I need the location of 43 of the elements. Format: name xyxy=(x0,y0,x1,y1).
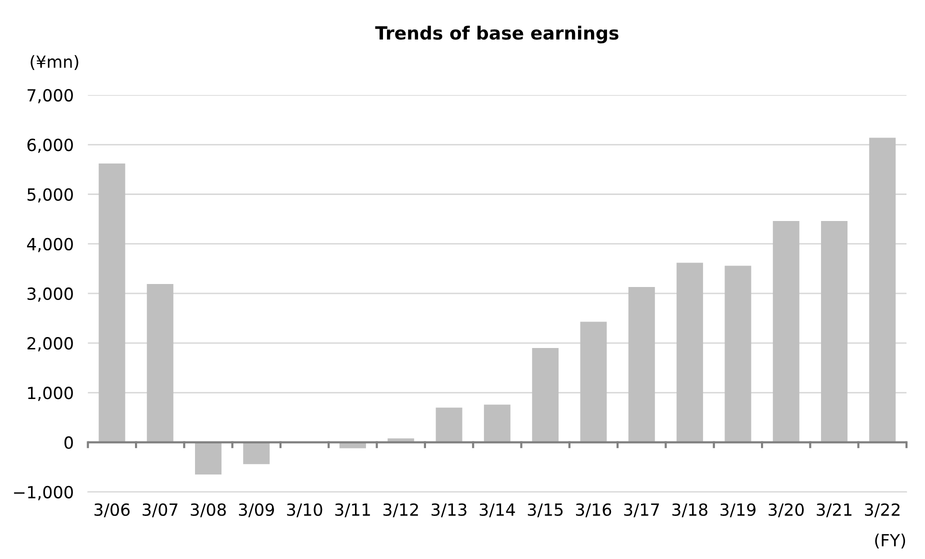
bar xyxy=(146,284,174,442)
bar xyxy=(628,287,655,442)
y-tick-label: 4,000 xyxy=(27,238,73,252)
y-tick-label: 5,000 xyxy=(28,188,73,203)
x-tick-label: 3/17 xyxy=(624,503,659,518)
x-tick-label: 3/18 xyxy=(672,503,708,518)
x-tick-label: 3/13 xyxy=(432,503,466,518)
y-tick-label: 3,000 xyxy=(28,287,73,302)
x-tick-label: 3/14 xyxy=(480,503,515,518)
x-tick-label: 3/16 xyxy=(576,503,612,518)
bar xyxy=(724,266,752,442)
chart-title: Trends of base earnings xyxy=(375,26,618,44)
y-tick-label: −1,000 xyxy=(14,486,73,500)
x-tick-label: 3/15 xyxy=(528,503,563,518)
x-tick-label: 3/22 xyxy=(864,503,900,518)
y-tick-label: 1,000 xyxy=(28,386,73,401)
x-tick-label: 3/10 xyxy=(287,503,322,518)
x-tick-label: 3/21 xyxy=(816,503,852,518)
bar xyxy=(98,163,126,442)
x-tick-label: 3/11 xyxy=(335,503,370,518)
y-tick-label: 2,000 xyxy=(27,337,73,352)
x-tick-label: 3/19 xyxy=(720,503,756,518)
bar xyxy=(195,442,222,475)
bar xyxy=(821,221,848,442)
y-tick-label: 6,000 xyxy=(27,138,73,153)
y-tick-label: 0 xyxy=(64,436,73,449)
bar xyxy=(869,138,896,442)
x-tick-label: 3/07 xyxy=(142,503,178,518)
bar xyxy=(243,442,270,464)
bar xyxy=(532,348,559,442)
x-axis-title: (FY) xyxy=(875,534,906,548)
y-axis-title: (¥mn) xyxy=(30,55,78,70)
x-tick-label: 3/08 xyxy=(190,503,226,518)
x-tick-label: 3/06 xyxy=(94,503,130,518)
bar xyxy=(436,408,462,442)
bar xyxy=(580,322,607,442)
x-tick-label: 3/09 xyxy=(238,503,274,518)
y-tick-label: 7,000 xyxy=(28,88,73,104)
x-tick-label: 3/20 xyxy=(768,503,804,518)
bar xyxy=(772,221,800,442)
bar xyxy=(484,404,510,442)
x-tick-label: 3/12 xyxy=(383,503,418,518)
bar xyxy=(676,262,704,442)
